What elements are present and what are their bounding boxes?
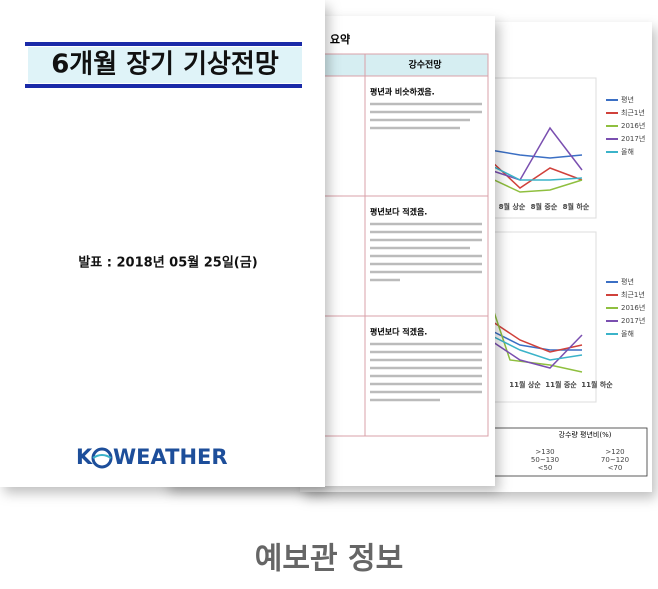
table-cell: 70~120 bbox=[601, 456, 629, 464]
x-tick-label: 11월 하순 bbox=[581, 380, 613, 389]
table-title: 강수량 평년비(%) bbox=[559, 430, 612, 439]
table-cell: >120 bbox=[605, 448, 624, 456]
logo-k: K bbox=[76, 445, 93, 469]
table-cell: <70 bbox=[608, 464, 623, 472]
x-tick-label: 11월 상순 bbox=[509, 380, 541, 389]
cover-date: 발표 : 2018년 05월 25일(금) bbox=[78, 255, 257, 271]
x-tick-label: 11월 중순 bbox=[545, 380, 577, 389]
cover-title: 6개월 장기 기상전망 bbox=[51, 50, 279, 80]
row-headline: 평년보다 적겠음. bbox=[370, 207, 427, 217]
table-cell: 50~130 bbox=[531, 456, 559, 464]
legend-label: 2017년 bbox=[621, 134, 645, 143]
footer-title: 예보관 정보 bbox=[255, 542, 403, 577]
column-header: 강수전망 bbox=[408, 59, 442, 71]
legend-label: 올해 bbox=[621, 329, 634, 338]
legend-label: 2016년 bbox=[621, 303, 645, 312]
text-lines bbox=[370, 102, 482, 402]
table-cell: >130 bbox=[535, 448, 554, 456]
chart-lines bbox=[489, 126, 583, 373]
table-cell: <50 bbox=[538, 464, 553, 472]
summary-heading: 요약 bbox=[330, 32, 350, 46]
row-headline: 평년과 비슷하겠음. bbox=[370, 87, 435, 97]
cover-page: 6개월 장기 기상전망 발표 : 2018년 05월 25일(금) K WEAT… bbox=[0, 0, 325, 487]
x-tick-label: 8월 하순 bbox=[563, 202, 590, 211]
legend-label: 최근1년 bbox=[621, 108, 645, 117]
x-tick-label: 8월 중순 bbox=[531, 202, 558, 211]
legend-label: 최근1년 bbox=[621, 290, 645, 299]
legend-label: 평년 bbox=[621, 277, 634, 286]
logo-weather: WEATHER bbox=[113, 445, 228, 469]
row-headline: 평년보다 적겠음. bbox=[370, 327, 427, 337]
legend-label: 평년 bbox=[621, 95, 634, 104]
legend-label: 올해 bbox=[621, 147, 634, 156]
legend-label: 2016년 bbox=[621, 121, 645, 130]
x-tick-label: 8월 상순 bbox=[499, 202, 526, 211]
legend-label: 2017년 bbox=[621, 316, 645, 325]
